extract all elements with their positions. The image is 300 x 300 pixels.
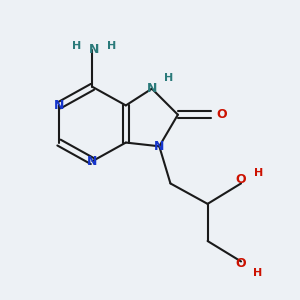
Text: H: H: [253, 268, 262, 278]
Text: H: H: [254, 168, 263, 178]
Text: O: O: [236, 257, 246, 270]
Text: N: N: [154, 140, 164, 153]
Text: O: O: [216, 108, 227, 121]
Text: H: H: [107, 41, 116, 51]
Text: O: O: [236, 173, 246, 186]
Text: N: N: [87, 154, 98, 168]
Text: H: H: [72, 41, 81, 51]
Text: N: N: [54, 99, 64, 112]
Text: N: N: [147, 82, 157, 95]
Text: N: N: [89, 43, 100, 56]
Text: H: H: [164, 73, 173, 82]
